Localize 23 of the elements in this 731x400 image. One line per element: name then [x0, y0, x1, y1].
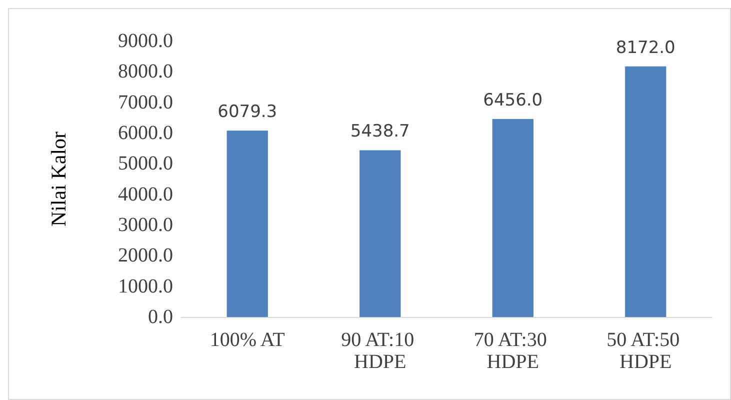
y-tick-label: 9000.0	[118, 30, 173, 52]
data-label: 6456.0	[483, 90, 543, 111]
data-label: 5438.7	[350, 122, 410, 142]
y-axis-title: Nilai Kalor	[46, 131, 70, 227]
x-tick-label: 90 AT:10 HDPE	[341, 329, 420, 373]
y-tick-label: 8000.0	[118, 60, 173, 83]
y-tick-label: 6000.0	[118, 122, 173, 144]
y-tick-label: 0.0	[148, 306, 173, 328]
data-label: 8172.0	[616, 38, 676, 58]
x-tick-label: 50 AT:50 HDPE	[606, 329, 685, 373]
bar	[226, 130, 268, 317]
bar	[625, 66, 666, 317]
y-tick-label: 2000.0	[118, 244, 173, 267]
y-tick-label: 4000.0	[118, 183, 173, 206]
y-tick-label: 1000.0	[118, 275, 173, 298]
x-tick-label: 100% AT	[210, 329, 285, 351]
y-tick-label: 7000.0	[118, 91, 173, 114]
y-tick-label: 3000.0	[118, 214, 173, 236]
y-tick-label: 5000.0	[118, 152, 173, 175]
data-label: 6079.3	[218, 102, 278, 122]
bar	[360, 150, 401, 317]
x-tick-label: 70 AT:30 HDPE	[474, 329, 552, 373]
bar	[492, 119, 534, 317]
